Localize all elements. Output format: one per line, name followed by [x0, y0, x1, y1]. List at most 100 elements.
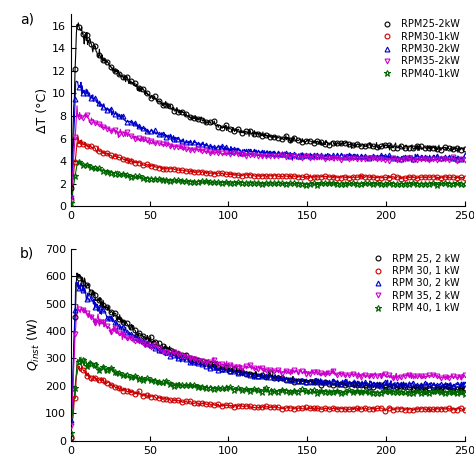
RPM 40, 1 kW [80, 357, 86, 363]
RPM40-1kW [462, 181, 467, 187]
Text: b): b) [20, 247, 34, 261]
RPM35-2kW [275, 154, 281, 159]
RPM 25, 2 kW [446, 384, 451, 390]
RPM30-1kW [164, 166, 169, 172]
RPM 35, 2 kW [68, 423, 74, 428]
RPM40-1kW [446, 181, 451, 187]
RPM 30, 2 kW [307, 378, 312, 383]
RPM 35, 2 kW [275, 367, 281, 373]
RPM 30, 1 kW [462, 407, 467, 413]
RPM 30, 2 kW [148, 343, 154, 348]
RPM 40, 1 kW [275, 389, 281, 394]
RPM35-2kW [446, 157, 451, 163]
RPM 35, 2 kW [462, 373, 467, 378]
Line: RPM30-2kW: RPM30-2kW [69, 85, 467, 198]
RPM 30, 1 kW [446, 405, 451, 411]
RPM30-2kW [275, 150, 281, 156]
RPM 25, 2 kW [275, 375, 281, 381]
RPM 30, 2 kW [68, 417, 74, 423]
RPM 25, 2 kW [434, 385, 439, 391]
Y-axis label: ΔT (°C): ΔT (°C) [36, 88, 49, 133]
RPM35-2kW [84, 112, 90, 118]
RPM40-1kW [76, 159, 82, 165]
RPM 25, 2 kW [68, 435, 74, 441]
RPM35-2kW [164, 141, 169, 146]
RPM 40, 1 kW [164, 378, 169, 384]
RPM30-2kW [68, 193, 74, 199]
RPM30-2kW [164, 134, 169, 139]
RPM35-2kW [307, 155, 312, 161]
Line: RPM 35, 2 kW: RPM 35, 2 kW [69, 307, 467, 428]
RPM 30, 1 kW [307, 405, 312, 410]
RPM30-2kW [76, 84, 82, 90]
RPM30-2kW [434, 153, 439, 159]
RPM25-2kW [275, 135, 281, 140]
RPM 30, 1 kW [275, 404, 281, 410]
RPM 30, 1 kW [434, 406, 439, 412]
RPM 30, 2 kW [434, 383, 439, 388]
RPM 30, 1 kW [76, 364, 82, 369]
RPM30-1kW [307, 175, 312, 181]
RPM 35, 2 kW [164, 349, 169, 355]
RPM30-2kW [462, 153, 467, 158]
RPM35-2kW [68, 195, 74, 201]
RPM 25, 2 kW [462, 385, 467, 391]
Line: RPM30-1kW: RPM30-1kW [69, 141, 467, 202]
RPM35-2kW [462, 157, 467, 163]
Line: RPM 30, 2 kW: RPM 30, 2 kW [69, 286, 467, 422]
RPM 25, 2 kW [76, 275, 82, 281]
RPM25-2kW [462, 146, 467, 152]
RPM30-1kW [148, 163, 154, 169]
RPM30-1kW [275, 173, 281, 179]
RPM 30, 2 kW [462, 381, 467, 387]
RPM 40, 1 kW [462, 391, 467, 396]
RPM 30, 1 kW [164, 396, 169, 402]
RPM 35, 2 kW [446, 375, 451, 381]
RPM40-1kW [164, 177, 169, 183]
RPM25-2kW [76, 24, 82, 29]
Text: a): a) [20, 12, 34, 26]
Line: RPM 25, 2 kW: RPM 25, 2 kW [69, 276, 467, 440]
RPM 35, 2 kW [148, 344, 154, 349]
RPM 25, 2 kW [307, 379, 312, 385]
RPM 30, 2 kW [275, 374, 281, 380]
Line: RPM 40, 1 kW: RPM 40, 1 kW [68, 357, 468, 437]
Line: RPM40-1kW: RPM40-1kW [68, 159, 468, 207]
RPM 30, 2 kW [446, 383, 451, 388]
RPM35-2kW [148, 138, 154, 144]
RPM30-2kW [307, 154, 312, 159]
RPM25-2kW [446, 146, 451, 151]
RPM30-1kW [434, 174, 439, 180]
RPM 25, 2 kW [164, 346, 169, 352]
Line: RPM35-2kW: RPM35-2kW [69, 112, 467, 201]
RPM25-2kW [148, 95, 154, 101]
RPM 35, 2 kW [434, 374, 439, 379]
RPM 40, 1 kW [148, 377, 154, 383]
RPM 40, 1 kW [434, 389, 439, 394]
RPM25-2kW [307, 138, 312, 144]
RPM40-1kW [148, 176, 154, 182]
RPM40-1kW [68, 201, 74, 206]
RPM30-2kW [148, 128, 154, 134]
RPM 40, 1 kW [307, 388, 312, 394]
RPM30-2kW [446, 155, 451, 160]
RPM35-2kW [434, 157, 439, 163]
RPM 40, 1 kW [446, 389, 451, 395]
RPM40-1kW [434, 182, 439, 187]
Legend: RPM25-2kW, RPM30-1kW, RPM30-2kW, RPM35-2kW, RPM40-1kW: RPM25-2kW, RPM30-1kW, RPM30-2kW, RPM35-2… [377, 19, 460, 79]
RPM25-2kW [164, 102, 169, 108]
RPM30-1kW [446, 174, 451, 180]
RPM40-1kW [307, 181, 312, 186]
RPM 35, 2 kW [76, 307, 82, 312]
Line: RPM 30, 1 kW: RPM 30, 1 kW [69, 364, 467, 439]
RPM40-1kW [275, 180, 281, 186]
RPM 40, 1 kW [68, 430, 74, 436]
RPM30-1kW [76, 141, 82, 146]
Legend: RPM 25, 2 kW, RPM 30, 1 kW, RPM 30, 2 kW, RPM 35, 2 kW, RPM 40, 1 kW: RPM 25, 2 kW, RPM 30, 1 kW, RPM 30, 2 kW… [368, 254, 460, 313]
Line: RPM25-2kW: RPM25-2kW [69, 24, 467, 191]
RPM 30, 1 kW [148, 394, 154, 400]
Y-axis label: $Q_{inst}$ (W): $Q_{inst}$ (W) [26, 318, 42, 371]
RPM 30, 2 kW [76, 286, 82, 292]
RPM 25, 2 kW [148, 334, 154, 339]
RPM 35, 2 kW [307, 371, 312, 376]
